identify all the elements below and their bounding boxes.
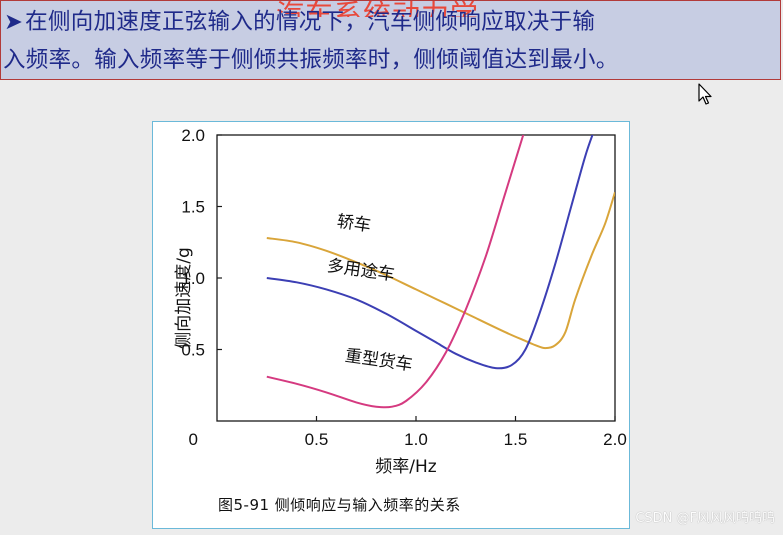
- figure-caption: 图5-91 侧倾响应与输入频率的关系: [218, 496, 461, 514]
- suv-curve: [266, 135, 594, 370]
- origin-label: 0: [189, 430, 198, 449]
- x-tick-label: 2.0: [603, 430, 627, 449]
- watermark: CSDN @F风风风呜呜呜: [635, 511, 775, 526]
- banner-ghost-title: 汽车系统动力学: [276, 1, 479, 17]
- mouse-cursor-icon: [698, 83, 712, 105]
- banner-line-1: ➤在侧向加速度正弦输入的情况下，汽车侧倾响应取决于输: [4, 4, 595, 36]
- x-tick-label: 1.5: [504, 430, 528, 449]
- y-axis-label: 侧向加速度/g: [174, 247, 194, 349]
- figure-panel: 0.5 1.0 1.5 2.0 0.5 1.0 1.5 2.0 0 频率/Hz 侧向加速度/g 轿车多…: [152, 121, 630, 529]
- banner-line-1-text: 在侧向加速度正弦输入的情况下，汽车侧倾响应取决于输: [25, 9, 596, 35]
- y-tick-label: 1.5: [181, 198, 205, 217]
- y-tick-label: 1.0: [181, 269, 205, 288]
- bullet-icon: ➤: [4, 9, 24, 35]
- y-tick-label: 2.0: [181, 126, 205, 145]
- truck-curve: [266, 135, 525, 409]
- roll-response-chart: 0.5 1.0 1.5 2.0 0.5 1.0 1.5 2.0 0 频率/Hz 侧向加速度/g 轿车多…: [174, 126, 627, 477]
- x-axis-label: 频率/Hz: [375, 457, 437, 477]
- x-tick-label: 1.0: [404, 430, 428, 449]
- sedan-label: 轿车: [336, 212, 372, 237]
- y-tick-label: 0.5: [181, 341, 205, 360]
- suv-label: 多用途车: [326, 256, 396, 285]
- x-tick-label: 0.5: [305, 430, 329, 449]
- banner-line-2: 入频率。输入频率等于侧倾共振频率时，侧倾阈值达到最小。: [3, 47, 619, 73]
- sedan-curve: [266, 191, 615, 350]
- truck-label: 重型货车: [344, 346, 414, 375]
- banner: 汽车系统动力学 ➤在侧向加速度正弦输入的情况下，汽车侧倾响应取决于输 入频率。输…: [0, 0, 781, 80]
